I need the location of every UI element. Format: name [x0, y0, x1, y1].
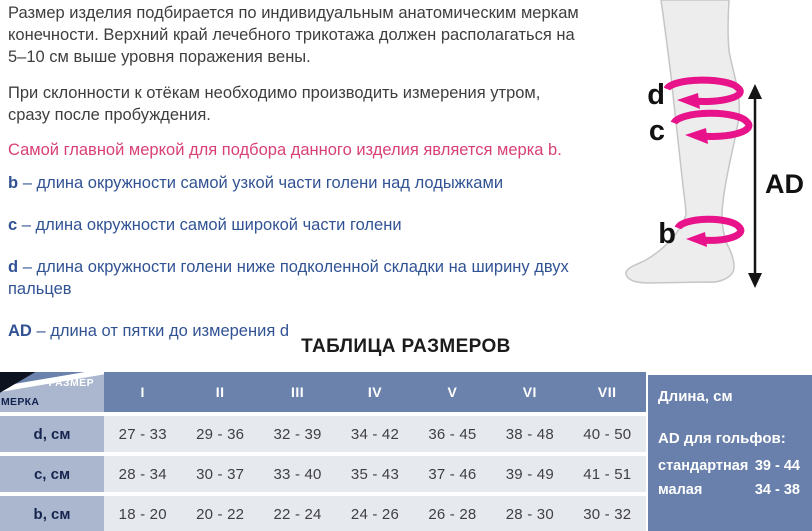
table-cell: 41 - 51	[568, 456, 646, 492]
table-cell: 36 - 45	[413, 416, 492, 452]
definition-ad: AD – длина от пятки до измерения d	[8, 320, 586, 342]
definition-d-text: – длина окружности голени ниже подколенн…	[8, 258, 569, 298]
definition-d: d – длина окружности голени ниже подколе…	[8, 256, 586, 300]
definition-c-key: c	[8, 216, 18, 234]
table-cell: 29 - 36	[181, 416, 259, 452]
length-row-label: стандартная	[658, 458, 749, 474]
leg-diagram-svg: d c b AD	[625, 0, 804, 288]
table-cell: 20 - 22	[181, 496, 259, 531]
label-ad: AD	[765, 169, 804, 199]
length-panel-title: Длина, см	[658, 388, 733, 405]
length-row-label: малая	[658, 482, 703, 498]
size-table: РАЗМЕР МЕРКА I II III IV V VI VII d, см …	[0, 372, 646, 531]
table-cell: 35 - 43	[336, 456, 414, 492]
intro-text-block: Размер изделия подбирается по индивидуал…	[8, 2, 586, 362]
table-row-c: c, см 28 - 34 30 - 37 33 - 40 35 - 43 37…	[0, 456, 646, 492]
length-row-standard: стандартная 39 - 44	[658, 458, 800, 474]
table-cell: 33 - 40	[258, 456, 337, 492]
table-cell: 39 - 49	[491, 456, 569, 492]
row-label: c, см	[0, 456, 104, 492]
table-cell: 30 - 37	[181, 456, 259, 492]
definition-c-text: – длина окружности самой широкой части г…	[21, 216, 402, 234]
definition-b: b – длина окружности самой узкой части г…	[8, 172, 586, 194]
table-cell: 30 - 32	[568, 496, 646, 531]
length-row-value: 34 - 38	[754, 482, 800, 498]
table-cell: 38 - 48	[491, 416, 569, 452]
column-header: II	[215, 384, 225, 400]
table-cell: 27 - 33	[104, 416, 182, 452]
column-header: IV	[367, 384, 383, 400]
label-d: d	[647, 79, 665, 111]
table-cell: 28 - 30	[491, 496, 569, 531]
column-header: VI	[522, 384, 537, 400]
table-cell: 40 - 50	[568, 416, 646, 452]
definition-b-text: – длина окружности самой узкой части гол…	[22, 174, 504, 192]
column-header: III	[290, 384, 305, 400]
table-row-d: d, см 27 - 33 29 - 36 32 - 39 34 - 42 36…	[0, 416, 646, 452]
definition-d-key: d	[8, 258, 19, 276]
table-cell: 22 - 24	[258, 496, 337, 531]
ring-c	[670, 109, 753, 144]
length-row-value: 39 - 44	[754, 458, 800, 474]
intro-paragraph-2: При склонности к отёкам необходимо произ…	[8, 84, 541, 124]
ring-b	[674, 215, 745, 247]
table-cell: 37 - 46	[413, 456, 492, 492]
intro-paragraph-1: Размер изделия подбирается по индивидуал…	[8, 4, 579, 66]
definition-ad-key: AD	[8, 322, 32, 340]
row-label: d, см	[0, 416, 104, 452]
table-cell: 32 - 39	[258, 416, 337, 452]
definition-c: c – длина окружности самой широкой части…	[8, 214, 586, 236]
definition-ad-text: – длина от пятки до измерения d	[36, 322, 290, 340]
table-cell: 28 - 34	[104, 456, 182, 492]
table-cell: 34 - 42	[336, 416, 414, 452]
column-header: VII	[597, 384, 617, 400]
corner-label-measure: МЕРКА	[1, 396, 40, 408]
ad-arrow	[748, 84, 762, 288]
corner-label-size: РАЗМЕР	[48, 377, 94, 389]
size-table-header-row: РАЗМЕР МЕРКА I II III IV V VI VII	[0, 372, 646, 412]
column-header: I	[140, 384, 145, 400]
table-cell: 24 - 26	[336, 496, 414, 531]
length-panel-subtitle: AD для гольфов:	[658, 430, 786, 447]
column-header: V	[447, 384, 458, 400]
label-b: b	[658, 218, 676, 250]
leg-measurement-diagram: d c b AD	[608, 0, 812, 300]
ring-d	[663, 76, 744, 109]
length-row-small: малая 34 - 38	[658, 482, 800, 498]
definition-b-key: b	[8, 174, 19, 192]
table-cell: 18 - 20	[104, 496, 182, 531]
table-cell: 26 - 28	[413, 496, 492, 531]
size-table-title: ТАБЛИЦА РАЗМЕРОВ	[301, 336, 511, 357]
table-corner-cell: РАЗМЕР МЕРКА	[0, 372, 104, 412]
key-measure-note: Самой главной меркой для подбора данного…	[8, 141, 562, 159]
table-row-b: b, см 18 - 20 20 - 22 22 - 24 24 - 26 26…	[0, 496, 646, 531]
row-label: b, см	[0, 496, 104, 531]
label-c: c	[649, 115, 665, 147]
length-panel: Длина, см AD для гольфов: стандартная 39…	[648, 375, 812, 531]
